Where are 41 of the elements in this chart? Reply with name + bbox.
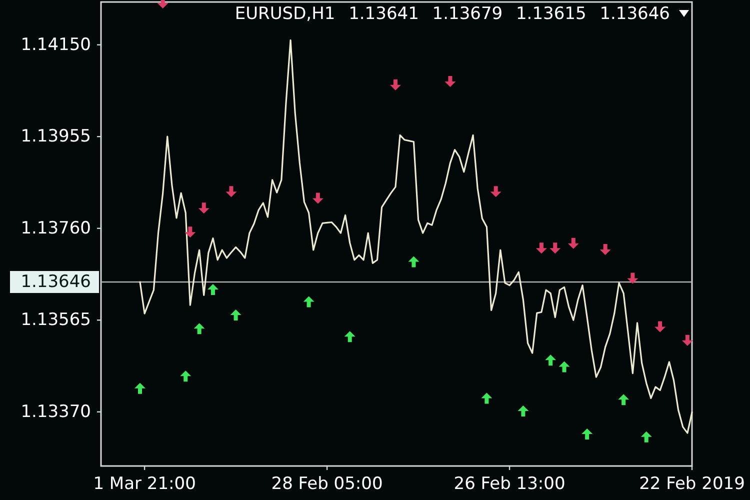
point	[682, 334, 693, 346]
x-tick-label: 1 Mar 21:00	[93, 474, 196, 494]
point	[568, 238, 579, 249]
chart-title: EURUSD,H1 1.13641 1.13679 1.13615 1.13646	[234, 4, 670, 24]
point	[545, 354, 556, 366]
y-tick-label: 1.13370	[20, 402, 91, 422]
point	[194, 323, 205, 334]
point	[207, 284, 218, 296]
point	[226, 186, 237, 198]
y-tick-label: 1.13760	[20, 218, 91, 238]
line-series	[139, 39, 693, 434]
ref-line-label: 1.13646	[20, 272, 91, 292]
x-tick-label: 22 Feb 2019	[639, 474, 745, 494]
point	[536, 242, 547, 254]
point	[303, 296, 314, 308]
point	[180, 370, 192, 382]
point	[627, 272, 638, 284]
point	[230, 309, 242, 320]
point	[600, 244, 611, 256]
y-tick-label: 1.13955	[20, 126, 91, 147]
point	[618, 394, 630, 406]
point	[134, 382, 146, 394]
point	[518, 405, 529, 416]
point	[390, 79, 401, 90]
point	[481, 392, 492, 404]
point	[654, 321, 666, 332]
y-tick-label: 1.13565	[20, 310, 91, 330]
point	[558, 361, 570, 372]
point	[582, 428, 593, 440]
point	[550, 242, 561, 254]
point	[312, 192, 324, 204]
point	[344, 331, 356, 342]
point	[444, 76, 456, 88]
y-tick-label: 1.14150	[20, 34, 91, 55]
x-tick-label: 26 Feb 13:00	[454, 474, 566, 494]
point	[198, 202, 210, 214]
point	[490, 186, 502, 198]
point	[640, 431, 652, 442]
point	[408, 256, 420, 268]
x-tick-label: 28 Feb 05:00	[271, 474, 383, 494]
point	[184, 226, 196, 238]
